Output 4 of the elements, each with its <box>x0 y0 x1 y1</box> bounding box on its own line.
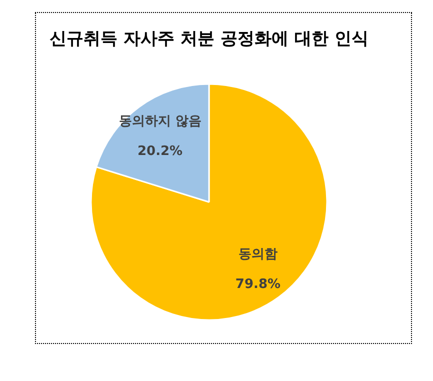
data-label: 20.2% <box>137 144 183 159</box>
slice-label: 동의함 <box>238 246 278 262</box>
chart-title: 신규취득 자사주 처분 공정화에 대한 인식 <box>48 28 370 51</box>
data-label: 79.8% <box>235 276 281 292</box>
